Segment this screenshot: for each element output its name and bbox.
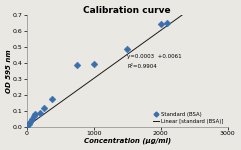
Standard (BSA) [28, 121, 32, 124]
Text: y=0.0003  +0.0061: y=0.0003 +0.0061 [127, 54, 182, 59]
Standard (BSA) [92, 63, 96, 65]
Y-axis label: OD 595 nm: OD 595 nm [6, 50, 12, 93]
Standard (BSA) [75, 64, 79, 66]
Standard (BSA) [38, 112, 42, 114]
Title: Calibration curve: Calibration curve [83, 6, 171, 15]
Standard (BSA) [32, 115, 36, 117]
Standard (BSA) [30, 118, 34, 120]
Standard (BSA) [166, 21, 169, 24]
Standard (BSA) [159, 23, 163, 25]
Standard (BSA) [25, 125, 29, 128]
Standard (BSA) [27, 123, 31, 126]
Standard (BSA) [50, 98, 54, 101]
X-axis label: Concentration (μg/ml): Concentration (μg/ml) [84, 138, 171, 144]
Standard (BSA) [125, 48, 129, 50]
Standard (BSA) [33, 112, 37, 115]
Standard (BSA) [42, 107, 46, 109]
Text: R²=0.9904: R²=0.9904 [127, 64, 157, 69]
Legend: Standard (BSA), Linear [standard (BSA)]: Standard (BSA), Linear [standard (BSA)] [152, 111, 225, 125]
